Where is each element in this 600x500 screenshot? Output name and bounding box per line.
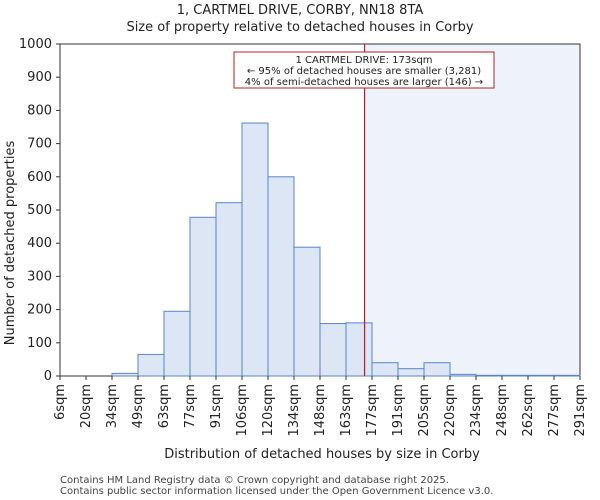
y-tick-label: 1000	[19, 37, 52, 52]
x-tick-label: 148sqm	[313, 384, 328, 437]
y-tick-label: 0	[44, 369, 52, 384]
x-tick-label: 77sqm	[183, 384, 198, 428]
histogram-bar	[319, 323, 347, 377]
histogram-bar	[527, 374, 555, 377]
y-tick-label: 700	[27, 137, 52, 152]
x-tick-label: 20sqm	[79, 384, 94, 428]
y-tick-label: 100	[27, 336, 52, 351]
histogram-bar	[215, 202, 243, 377]
footer-line-2: Contains public sector information licen…	[60, 486, 493, 497]
x-tick-label: 120sqm	[261, 384, 276, 437]
x-tick-label: 262sqm	[521, 384, 536, 437]
annotation-box	[233, 51, 495, 89]
x-tick-label: 63sqm	[157, 384, 172, 428]
histogram-bar	[475, 374, 503, 377]
y-tick-label: 200	[27, 303, 52, 318]
histogram-bar	[345, 322, 373, 377]
histogram-bar	[501, 374, 529, 377]
histogram-bar	[137, 353, 165, 377]
y-tick-label: 800	[27, 103, 52, 118]
annotation-line: 1 CARTMEL DRIVE: 173sqm	[295, 55, 432, 66]
x-tick-label: 106sqm	[235, 384, 250, 437]
annotation-line: 4% of semi-detached houses are larger (1…	[245, 77, 483, 88]
histogram-bar	[189, 216, 217, 377]
y-tick-label: 900	[27, 70, 52, 85]
y-axis-label: Number of detached properties	[3, 141, 18, 346]
x-tick-label: 177sqm	[365, 384, 380, 437]
x-tick-label: 134sqm	[287, 384, 302, 437]
x-tick-label: 234sqm	[469, 384, 484, 437]
x-tick-label: 277sqm	[547, 384, 562, 437]
histogram-bar	[371, 362, 399, 377]
y-tick-label: 400	[27, 236, 52, 251]
y-tick-label: 500	[27, 203, 52, 218]
x-tick-label: 205sqm	[417, 384, 432, 437]
x-axis-label: Distribution of detached houses by size …	[164, 447, 480, 462]
annotation-line: ← 95% of detached houses are smaller (3,…	[247, 66, 481, 77]
histogram-bar	[241, 122, 269, 377]
histogram-bar	[111, 372, 139, 377]
histogram-bar	[267, 176, 295, 377]
x-tick-label: 91sqm	[209, 384, 224, 428]
x-tick-label: 248sqm	[495, 384, 510, 437]
histogram-bar	[423, 362, 451, 377]
larger-region-shade	[364, 44, 580, 376]
x-tick-label: 163sqm	[339, 384, 354, 437]
histogram-bar	[293, 246, 321, 377]
x-tick-label: 291sqm	[573, 384, 588, 437]
chart-subtitle: Size of property relative to detached ho…	[126, 20, 473, 35]
histogram-bar	[553, 374, 581, 377]
y-tick-label: 600	[27, 170, 52, 185]
histogram-bar	[163, 310, 191, 377]
histogram-bar	[449, 373, 477, 377]
y-tick-label: 300	[27, 269, 52, 284]
x-tick-label: 6sqm	[53, 384, 68, 420]
x-tick-label: 220sqm	[443, 384, 458, 437]
x-tick-label: 191sqm	[391, 384, 406, 437]
plot-area: 0 100 200 300 400 500 600 700 800 900 1000 6sqm 20sq…	[19, 37, 588, 437]
x-tick-label: 49sqm	[131, 384, 146, 428]
x-tick-label: 34sqm	[105, 384, 120, 428]
footer-line-1: Contains HM Land Registry data © Crown c…	[60, 475, 449, 486]
histogram-bar	[397, 368, 425, 377]
chart-title: 1, CARTMEL DRIVE, CORBY, NN18 8TA	[177, 3, 424, 18]
